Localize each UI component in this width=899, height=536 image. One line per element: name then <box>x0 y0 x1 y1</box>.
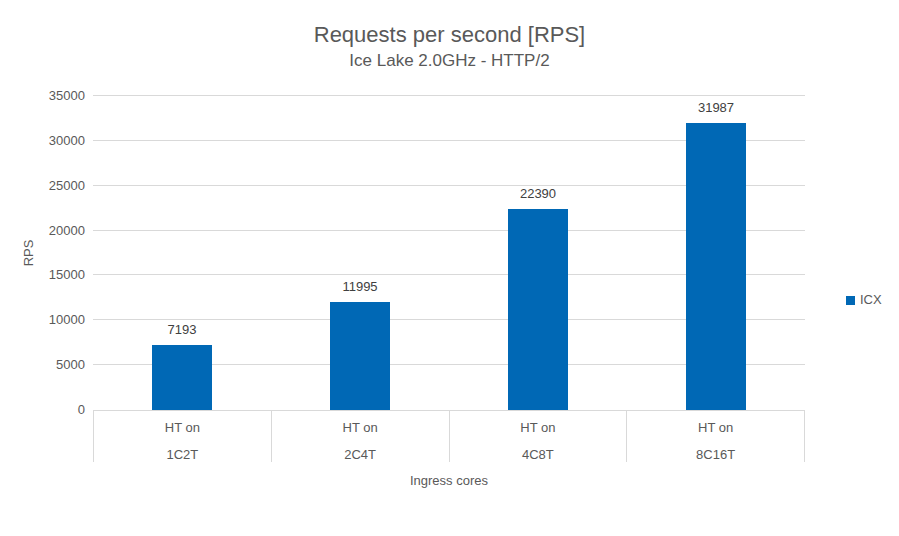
x-category-8C16T: HT on 8C16T <box>626 410 805 462</box>
bar-2C4T <box>330 302 390 410</box>
x-axis-category-table: HT on 1C2T HT on 2C4T HT on 4C8T HT on 8C16T <box>93 410 805 462</box>
bar-value-label-1C2T: 7193 <box>93 322 271 338</box>
x-category-group-label: HT on <box>698 420 733 436</box>
x-category-group-label: HT on <box>165 420 200 436</box>
y-tick-label-30000: 30000 <box>20 133 85 149</box>
rps-bar-chart: Requests per second [RPS] Ice Lake 2.0GH… <box>0 0 899 536</box>
bar-8C16T <box>686 123 746 410</box>
x-axis-title: Ingress cores <box>93 473 805 489</box>
legend: ICX <box>846 293 882 307</box>
chart-subtitle: Ice Lake 2.0GHz - HTTP/2 <box>0 51 899 71</box>
y-tick-label-25000: 25000 <box>20 178 85 194</box>
bar-value-label-2C4T: 11995 <box>271 279 449 295</box>
x-category-label: 4C8T <box>522 447 554 463</box>
x-category-label: 2C4T <box>344 447 376 463</box>
plot-area: 7193 11995 22390 31987 <box>93 96 805 411</box>
legend-swatch-icon <box>846 296 855 305</box>
y-tick-label-0: 0 <box>20 402 85 418</box>
x-category-label: 1C2T <box>166 447 198 463</box>
bar-value-label-8C16T: 31987 <box>627 100 805 116</box>
y-tick-label-15000: 15000 <box>20 267 85 283</box>
x-category-2C4T: HT on 2C4T <box>271 410 449 462</box>
bar-value-label-4C8T: 22390 <box>449 186 627 202</box>
x-category-label: 8C16T <box>696 447 735 463</box>
x-category-4C8T: HT on 4C8T <box>449 410 627 462</box>
y-tick-label-10000: 10000 <box>20 312 85 328</box>
y-tick-label-20000: 20000 <box>20 223 85 239</box>
y-axis-title: RPS <box>21 240 36 267</box>
x-category-1C2T: HT on 1C2T <box>93 410 271 462</box>
gridline-35000 <box>93 95 805 96</box>
x-category-group-label: HT on <box>343 420 378 436</box>
chart-title: Requests per second [RPS] <box>0 22 899 48</box>
bar-1C2T <box>152 345 212 410</box>
x-category-group-label: HT on <box>520 420 555 436</box>
legend-label: ICX <box>860 293 882 307</box>
bar-4C8T <box>508 209 568 410</box>
y-tick-label-5000: 5000 <box>20 357 85 373</box>
y-tick-label-35000: 35000 <box>20 88 85 104</box>
